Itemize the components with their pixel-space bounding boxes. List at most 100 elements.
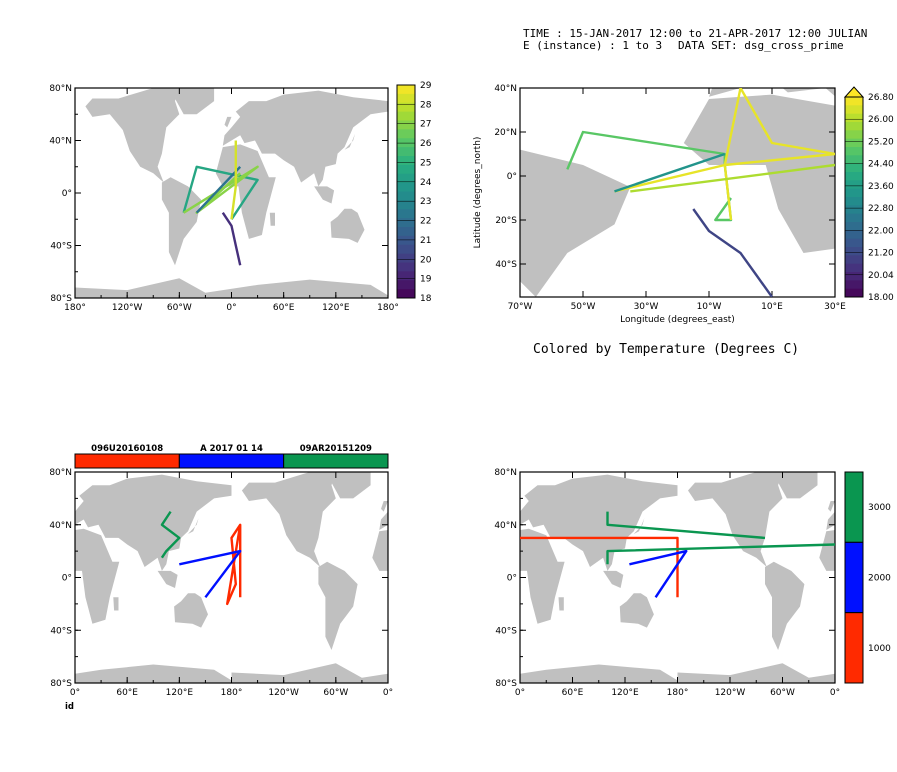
colorbar-segment <box>397 289 415 299</box>
x-tick-label: 60°E <box>562 688 584 698</box>
y-tick-label: 0° <box>62 189 72 199</box>
y-tick-label: 80°N <box>494 468 517 478</box>
colorbar-segment <box>397 111 415 121</box>
land-polygon <box>157 570 178 588</box>
colorbar-label: 1000 <box>868 644 891 654</box>
x-tick-label: 120°E <box>611 688 639 698</box>
legend-label: 09AR20151209 <box>300 444 372 454</box>
colorbar-segment <box>845 255 863 265</box>
land-polygon <box>161 177 202 266</box>
colorbar-segment <box>845 155 863 165</box>
colorbar-segment <box>845 238 863 248</box>
y-tick-label: 40°N <box>49 137 72 147</box>
x-tick-label: 70°W <box>508 302 533 312</box>
colorbar-segment <box>845 122 863 131</box>
land-polygon <box>619 593 654 628</box>
legend-label: 096U20160108 <box>91 444 163 454</box>
colorbar-label: 25 <box>420 158 431 168</box>
series-line-1 <box>520 536 679 598</box>
legend-label: A 2017 01 14 <box>200 444 263 454</box>
legend-swatch <box>283 453 389 469</box>
land-polygon <box>68 501 75 512</box>
land-masks <box>75 88 388 298</box>
colorbar-label: 20.04 <box>868 271 894 281</box>
colorbar-segment <box>397 191 415 201</box>
legend-swatch <box>178 453 285 469</box>
series-line-3 <box>160 510 181 559</box>
colorbar-segment <box>845 230 863 240</box>
land-polygon <box>688 472 783 567</box>
plot-frame <box>519 87 836 298</box>
land-polygon <box>520 474 678 571</box>
colorbar-segment <box>845 188 863 198</box>
y-tick-label: 40°S <box>50 626 72 636</box>
land-polygon <box>487 593 521 627</box>
series-group <box>520 511 835 598</box>
land-polygon <box>765 561 805 650</box>
colorbar-segment <box>845 247 863 256</box>
header-time: TIME : 15-JAN-2017 12:00 to 21-APR-2017 … <box>523 27 868 40</box>
colorbar-segment <box>845 288 863 298</box>
land-polygon <box>85 88 180 183</box>
x-tick-label: 30°W <box>634 302 659 312</box>
y-tick-label: 40°N <box>494 84 517 94</box>
land-polygon <box>0 469 23 567</box>
colorbar-segment <box>845 213 863 223</box>
x-tick-label: 60°W <box>167 303 192 313</box>
series-line-2 <box>614 88 835 221</box>
land-polygon <box>314 186 335 204</box>
land-polygon <box>75 474 232 571</box>
map-panel-2: 70°W 50°W 30°W 10°W 10°E 30°E 40°S 20°S 0° 20°N 40… <box>473 84 894 325</box>
y-tick-label: 80°S <box>50 679 72 689</box>
colorbar-label: 22.80 <box>868 204 894 214</box>
series-line-4 <box>606 543 835 565</box>
colorbar-segment <box>397 120 415 130</box>
land-polygon <box>558 597 564 611</box>
colorbar-label: 2000 <box>868 574 891 584</box>
land-masks <box>0 469 521 683</box>
series-line-2 <box>183 165 259 214</box>
colorbar-segment <box>845 113 863 123</box>
land-polygon <box>5 562 44 650</box>
colorbar-segment <box>397 271 415 281</box>
x-tick-label: 120°W <box>715 688 746 698</box>
colorbar-segment <box>845 197 863 206</box>
y-tick-label: 80°S <box>50 294 72 304</box>
colorbar-segment <box>844 541 864 614</box>
land-polygon <box>170 88 215 115</box>
colorbar-segment <box>845 222 863 231</box>
y-tick-label: 40°S <box>495 626 517 636</box>
colorbar-label: 18 <box>420 294 432 304</box>
x-tick-label: 30°E <box>824 302 846 312</box>
land-polygon <box>372 530 388 571</box>
land-polygon <box>828 501 835 512</box>
x-tick-label: 120°E <box>322 303 350 313</box>
colorbar-segment <box>397 209 415 219</box>
x-tick-label: 10°E <box>761 302 783 312</box>
colorbar-label: 28 <box>420 100 432 110</box>
land-polygon <box>113 597 119 611</box>
series-line-1 <box>182 165 259 220</box>
x-tick-label: 60°E <box>116 688 138 698</box>
land-masks <box>520 88 835 297</box>
x-tick-label: 10°W <box>697 302 722 312</box>
y-tick-label: 20°S <box>495 216 517 226</box>
colorbar-segment <box>845 147 863 156</box>
x-tick-label: 0° <box>383 688 393 698</box>
series-line-2 <box>629 549 688 598</box>
colorbar-label: 19 <box>420 275 432 285</box>
colorbar-segment <box>397 227 415 237</box>
y-tick-label: 80°N <box>49 468 72 478</box>
colorbar-label: 20 <box>420 255 432 265</box>
y-tick-label: 0° <box>507 574 517 584</box>
colorbar-segment <box>397 156 415 166</box>
land-polygon <box>874 597 879 610</box>
colorbar-label: 22.00 <box>868 226 894 236</box>
land-polygon <box>222 90 388 187</box>
x-tick-label: 60°W <box>770 688 795 698</box>
colorbar-segment <box>397 262 415 272</box>
land-polygon <box>318 561 358 650</box>
map-panel-3: 0° 60°E 120°E 180° 120°W 60°W 0°80°S40°S0°40°N… <box>0 444 521 712</box>
